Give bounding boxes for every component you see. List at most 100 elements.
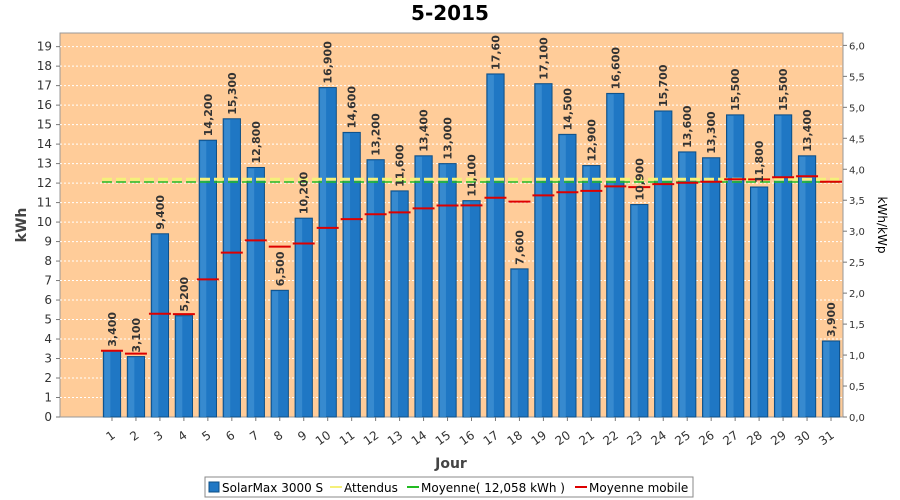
- bar-highlight: [176, 316, 183, 417]
- x-tick-label: 6: [223, 428, 237, 444]
- y-tick-label: 0: [44, 410, 52, 424]
- bar-highlight: [248, 168, 255, 417]
- data-label: 11,100: [466, 154, 479, 197]
- y2-tick-label: 0,5: [849, 382, 865, 393]
- x-tick-label: 22: [600, 428, 621, 448]
- data-label: 17,100: [537, 37, 550, 80]
- bar-highlight: [559, 135, 566, 417]
- bar: [222, 118, 241, 418]
- bar-highlight: [368, 160, 375, 417]
- y-tick-label: 10: [37, 215, 52, 229]
- bar: [678, 151, 697, 418]
- bar-highlight: [463, 201, 470, 417]
- y-tick-label: 19: [37, 40, 52, 54]
- x-tick-label: 14: [409, 428, 430, 448]
- x-tick-label: 5: [199, 428, 213, 444]
- data-labels: 3,400 3,100 9,400 5,200 14,200 15,300 12,800 6,…: [106, 35, 838, 353]
- data-label: 6,500: [274, 251, 287, 286]
- bar: [174, 315, 194, 418]
- x-tick-label: 12: [361, 428, 382, 448]
- y2-tick-label: 2,5: [849, 258, 865, 269]
- y-tick-label: 15: [37, 118, 52, 132]
- bar-highlight: [104, 351, 111, 417]
- data-label: 10,200: [298, 171, 311, 214]
- bar: [342, 131, 361, 418]
- x-tick-label: 17: [481, 428, 502, 448]
- legend-item-moyenne: Moyenne( 12,058 kWh ): [421, 481, 565, 495]
- data-label: 13,200: [370, 113, 383, 156]
- bar: [702, 157, 721, 418]
- legend-item-attendus: Attendus: [344, 481, 398, 495]
- data-label: 12,800: [250, 121, 263, 164]
- data-label: 5,200: [178, 276, 191, 311]
- bar-highlight: [727, 115, 734, 418]
- bar-highlight: [439, 164, 446, 417]
- y2-tick-label: 6,0: [849, 41, 865, 52]
- data-label: 17,60: [489, 35, 502, 70]
- y-tick-label: 6: [44, 293, 52, 307]
- bar-highlight: [296, 219, 303, 417]
- data-label: 13,300: [705, 111, 718, 154]
- legend-item-solarmax: SolarMax 3000 S: [222, 481, 323, 495]
- bar-highlight: [224, 119, 231, 418]
- bars: [102, 73, 841, 418]
- data-label: 11,600: [394, 144, 407, 187]
- y2-tick-label: 4,0: [849, 165, 865, 176]
- x-tick-label: 3: [151, 428, 165, 444]
- bar: [150, 233, 170, 418]
- bar: [510, 268, 529, 418]
- data-label: 3,900: [825, 302, 838, 337]
- data-label: 15,500: [777, 68, 790, 111]
- y-tick-label: 11: [37, 196, 52, 210]
- data-label: 14,600: [346, 86, 359, 129]
- x-tick-label: 24: [648, 428, 669, 448]
- y2-tick-label: 5,0: [849, 103, 865, 114]
- x-tick-label: 19: [529, 428, 550, 448]
- bar-highlight: [823, 341, 830, 417]
- y-tick-label: 14: [37, 137, 52, 151]
- y-tick-label: 17: [37, 79, 52, 93]
- x-axis-label: Jour: [434, 456, 467, 472]
- x-axis-ticks: 1 2 3 4 5 6 7 8 9 10 11 12 13 14 15 16 17 18 19 20 21 22 23 24 2…: [103, 417, 837, 448]
- y-tick-label: 7: [44, 274, 52, 288]
- y2-tick-label: 3,5: [849, 196, 865, 207]
- x-tick-label: 26: [696, 428, 717, 448]
- y-tick-label: 13: [37, 157, 52, 171]
- data-label: 12,900: [585, 119, 598, 162]
- y2-tick-label: 4,5: [849, 134, 865, 145]
- x-tick-label: 10: [313, 428, 334, 448]
- y2-tick-label: 1,5: [849, 320, 865, 331]
- bar-highlight: [320, 88, 327, 418]
- x-tick-label: 16: [457, 428, 478, 448]
- y-tick-label: 12: [37, 176, 52, 190]
- y2-tick-label: 3,0: [849, 227, 865, 238]
- x-tick-label: 7: [247, 428, 261, 444]
- bar: [270, 289, 289, 418]
- bar: [438, 163, 457, 418]
- data-label: 3,400: [106, 312, 119, 347]
- bar-highlight: [607, 94, 614, 418]
- x-tick-label: 8: [271, 428, 285, 444]
- x-tick-label: 18: [505, 428, 526, 448]
- x-tick-label: 1: [103, 428, 117, 444]
- data-label: 13,000: [442, 117, 455, 160]
- bar-highlight: [415, 156, 422, 417]
- bar: [366, 159, 385, 418]
- data-label: 7,600: [513, 230, 526, 265]
- y-tick-label: 1: [44, 391, 52, 405]
- bar: [797, 155, 817, 418]
- y2-axis-ticks: 0,0 0,5 1,0 1,5 2,0 2,5 3,0 3,5 4,0 4,5 5,0 5,5 6,0: [843, 41, 865, 424]
- data-label: 16,600: [609, 47, 622, 90]
- bar-highlight: [655, 111, 662, 417]
- x-tick-label: 23: [624, 428, 645, 448]
- legend-item-moyenne-mobile: Moyenne mobile: [589, 481, 688, 495]
- bar: [102, 350, 122, 418]
- data-label: 16,900: [322, 41, 335, 84]
- bar: [318, 87, 337, 418]
- y2-tick-label: 0,0: [849, 413, 865, 424]
- data-label: 13,400: [801, 109, 814, 152]
- bar-highlight: [679, 152, 686, 417]
- y2-tick-label: 5,5: [849, 72, 865, 83]
- series-lines: [101, 175, 842, 355]
- bar-highlight: [799, 156, 806, 417]
